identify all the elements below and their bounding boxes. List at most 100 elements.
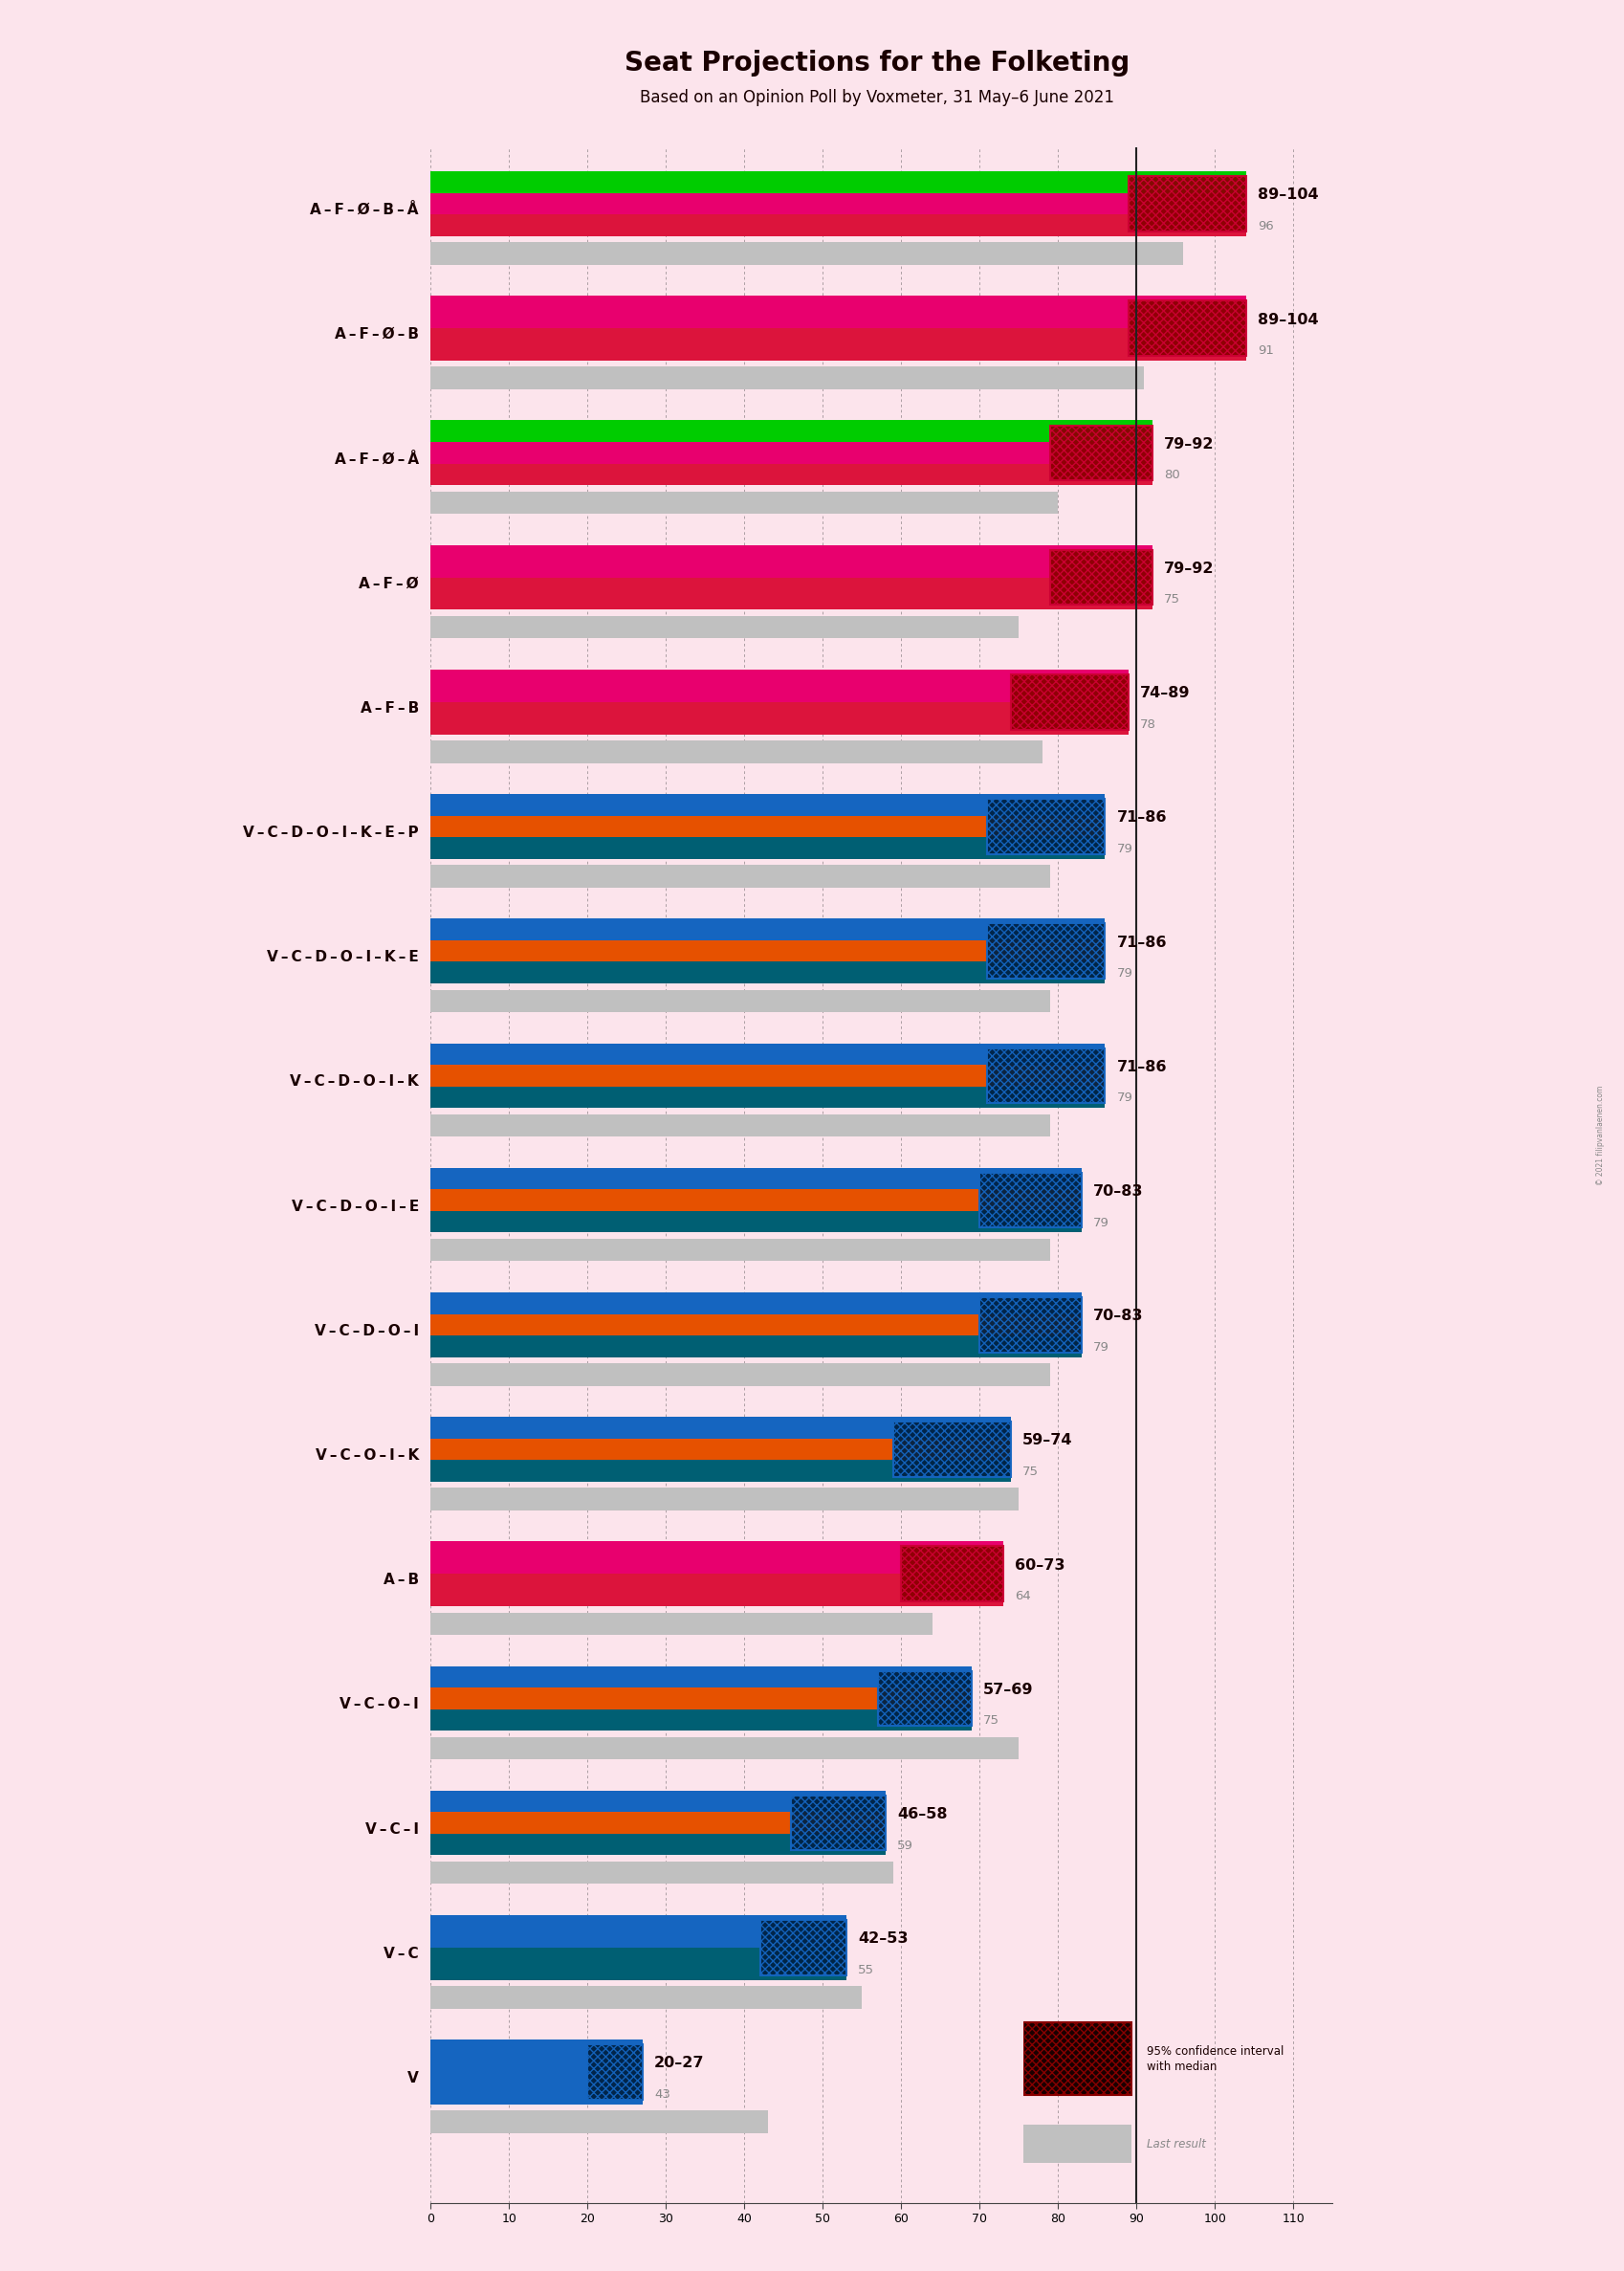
Bar xyxy=(588,2044,641,2101)
Bar xyxy=(430,1488,1018,1510)
Bar xyxy=(430,670,1129,702)
Bar xyxy=(1049,425,1151,481)
Text: 59: 59 xyxy=(896,1840,913,1851)
Text: 74–89: 74–89 xyxy=(1140,686,1190,699)
Bar xyxy=(791,1796,885,1851)
Text: 70–83: 70–83 xyxy=(1093,1183,1143,1199)
Bar xyxy=(430,443,1151,463)
Bar xyxy=(430,1292,1082,1315)
Bar xyxy=(430,920,1104,940)
Bar xyxy=(430,1438,1010,1460)
Bar xyxy=(430,1862,893,1885)
Bar xyxy=(430,1790,885,1812)
Bar xyxy=(430,940,1104,963)
Text: 79: 79 xyxy=(1116,967,1132,979)
Bar xyxy=(979,1172,1082,1229)
Bar xyxy=(430,740,1041,763)
Bar xyxy=(430,1210,1082,1233)
Bar xyxy=(430,1914,846,1949)
Text: 60–73: 60–73 xyxy=(1015,1558,1064,1572)
Text: V – C: V – C xyxy=(383,1946,419,1960)
Text: Seat Projections for the Folketing: Seat Projections for the Folketing xyxy=(625,50,1129,77)
Text: 79: 79 xyxy=(1116,1092,1132,1104)
Text: 80: 80 xyxy=(1163,470,1179,481)
Bar xyxy=(430,213,1246,236)
Text: 79: 79 xyxy=(1093,1340,1109,1354)
Bar xyxy=(430,1612,932,1635)
Text: V – C – D – O – I – K: V – C – D – O – I – K xyxy=(291,1074,419,1090)
Bar xyxy=(430,577,1151,609)
Text: A – F – Ø – B: A – F – Ø – B xyxy=(335,327,419,341)
Text: V – C – D – O – I: V – C – D – O – I xyxy=(315,1324,419,1338)
Bar xyxy=(430,838,1104,858)
Bar xyxy=(987,1047,1104,1104)
Bar xyxy=(430,1167,1082,1190)
Text: A – F – Ø – Å: A – F – Ø – Å xyxy=(335,452,419,466)
Bar xyxy=(430,243,1182,266)
Bar xyxy=(430,2110,768,2132)
Bar xyxy=(430,1667,971,1687)
Text: 79–92: 79–92 xyxy=(1163,436,1213,452)
Text: 79–92: 79–92 xyxy=(1163,561,1213,577)
Bar xyxy=(760,1919,846,1976)
Bar xyxy=(430,193,1246,213)
Bar xyxy=(430,420,1151,443)
Bar xyxy=(430,795,1104,815)
Bar xyxy=(430,1065,1104,1086)
Bar xyxy=(430,1737,1018,1760)
Text: 71–86: 71–86 xyxy=(1116,936,1166,949)
Bar xyxy=(430,491,1057,513)
Bar xyxy=(430,1460,1010,1481)
Text: 57–69: 57–69 xyxy=(983,1683,1033,1696)
Bar xyxy=(430,1315,1082,1335)
Text: V – C – O – I: V – C – O – I xyxy=(339,1696,419,1712)
Text: 79: 79 xyxy=(1093,1217,1109,1229)
Bar xyxy=(430,463,1151,486)
Text: A – F – B: A – F – B xyxy=(361,702,419,715)
Text: 89–104: 89–104 xyxy=(1257,188,1319,202)
Bar xyxy=(430,1574,1002,1606)
Bar xyxy=(901,1547,1002,1601)
Text: V – C – D – O – I – E: V – C – D – O – I – E xyxy=(291,1199,419,1213)
Text: © 2021 filipvanlaenen.com: © 2021 filipvanlaenen.com xyxy=(1595,1086,1605,1185)
Text: Last result: Last result xyxy=(1147,2137,1205,2151)
Text: 91: 91 xyxy=(1257,345,1273,357)
Bar xyxy=(979,1297,1082,1351)
Bar xyxy=(430,1542,1002,1574)
Bar xyxy=(430,170,1246,193)
Text: 43: 43 xyxy=(654,2089,669,2101)
Text: 96: 96 xyxy=(1257,220,1273,232)
Bar xyxy=(430,2039,641,2105)
Text: V: V xyxy=(408,2071,419,2085)
Bar xyxy=(430,1417,1010,1438)
Bar xyxy=(430,368,1143,388)
Text: 79: 79 xyxy=(1116,843,1132,856)
Bar xyxy=(430,329,1246,361)
Text: V – C – O – I – K: V – C – O – I – K xyxy=(315,1449,419,1463)
Bar xyxy=(877,1671,971,1726)
Bar xyxy=(430,1190,1082,1210)
Text: 75: 75 xyxy=(1163,593,1179,606)
Bar xyxy=(1010,674,1129,729)
Bar xyxy=(430,1115,1049,1136)
Text: V – C – D – O – I – K – E – P: V – C – D – O – I – K – E – P xyxy=(244,827,419,840)
Bar xyxy=(1129,300,1246,357)
Bar xyxy=(430,990,1049,1013)
Bar xyxy=(430,1238,1049,1260)
Bar xyxy=(430,1987,861,2008)
Text: 70–83: 70–83 xyxy=(1093,1308,1143,1324)
Bar xyxy=(430,1363,1049,1385)
Bar xyxy=(430,1687,971,1710)
Bar xyxy=(430,295,1246,329)
Text: 46–58: 46–58 xyxy=(896,1808,947,1821)
Text: 71–86: 71–86 xyxy=(1116,1061,1166,1074)
Bar xyxy=(430,615,1018,638)
Text: A – B: A – B xyxy=(383,1574,419,1587)
Text: 55: 55 xyxy=(857,1964,874,1976)
Text: 78: 78 xyxy=(1140,718,1156,731)
Text: 71–86: 71–86 xyxy=(1116,811,1166,824)
Bar xyxy=(987,799,1104,854)
Text: V – C – I: V – C – I xyxy=(365,1821,419,1837)
Bar xyxy=(1049,550,1151,604)
Bar xyxy=(430,1710,971,1731)
